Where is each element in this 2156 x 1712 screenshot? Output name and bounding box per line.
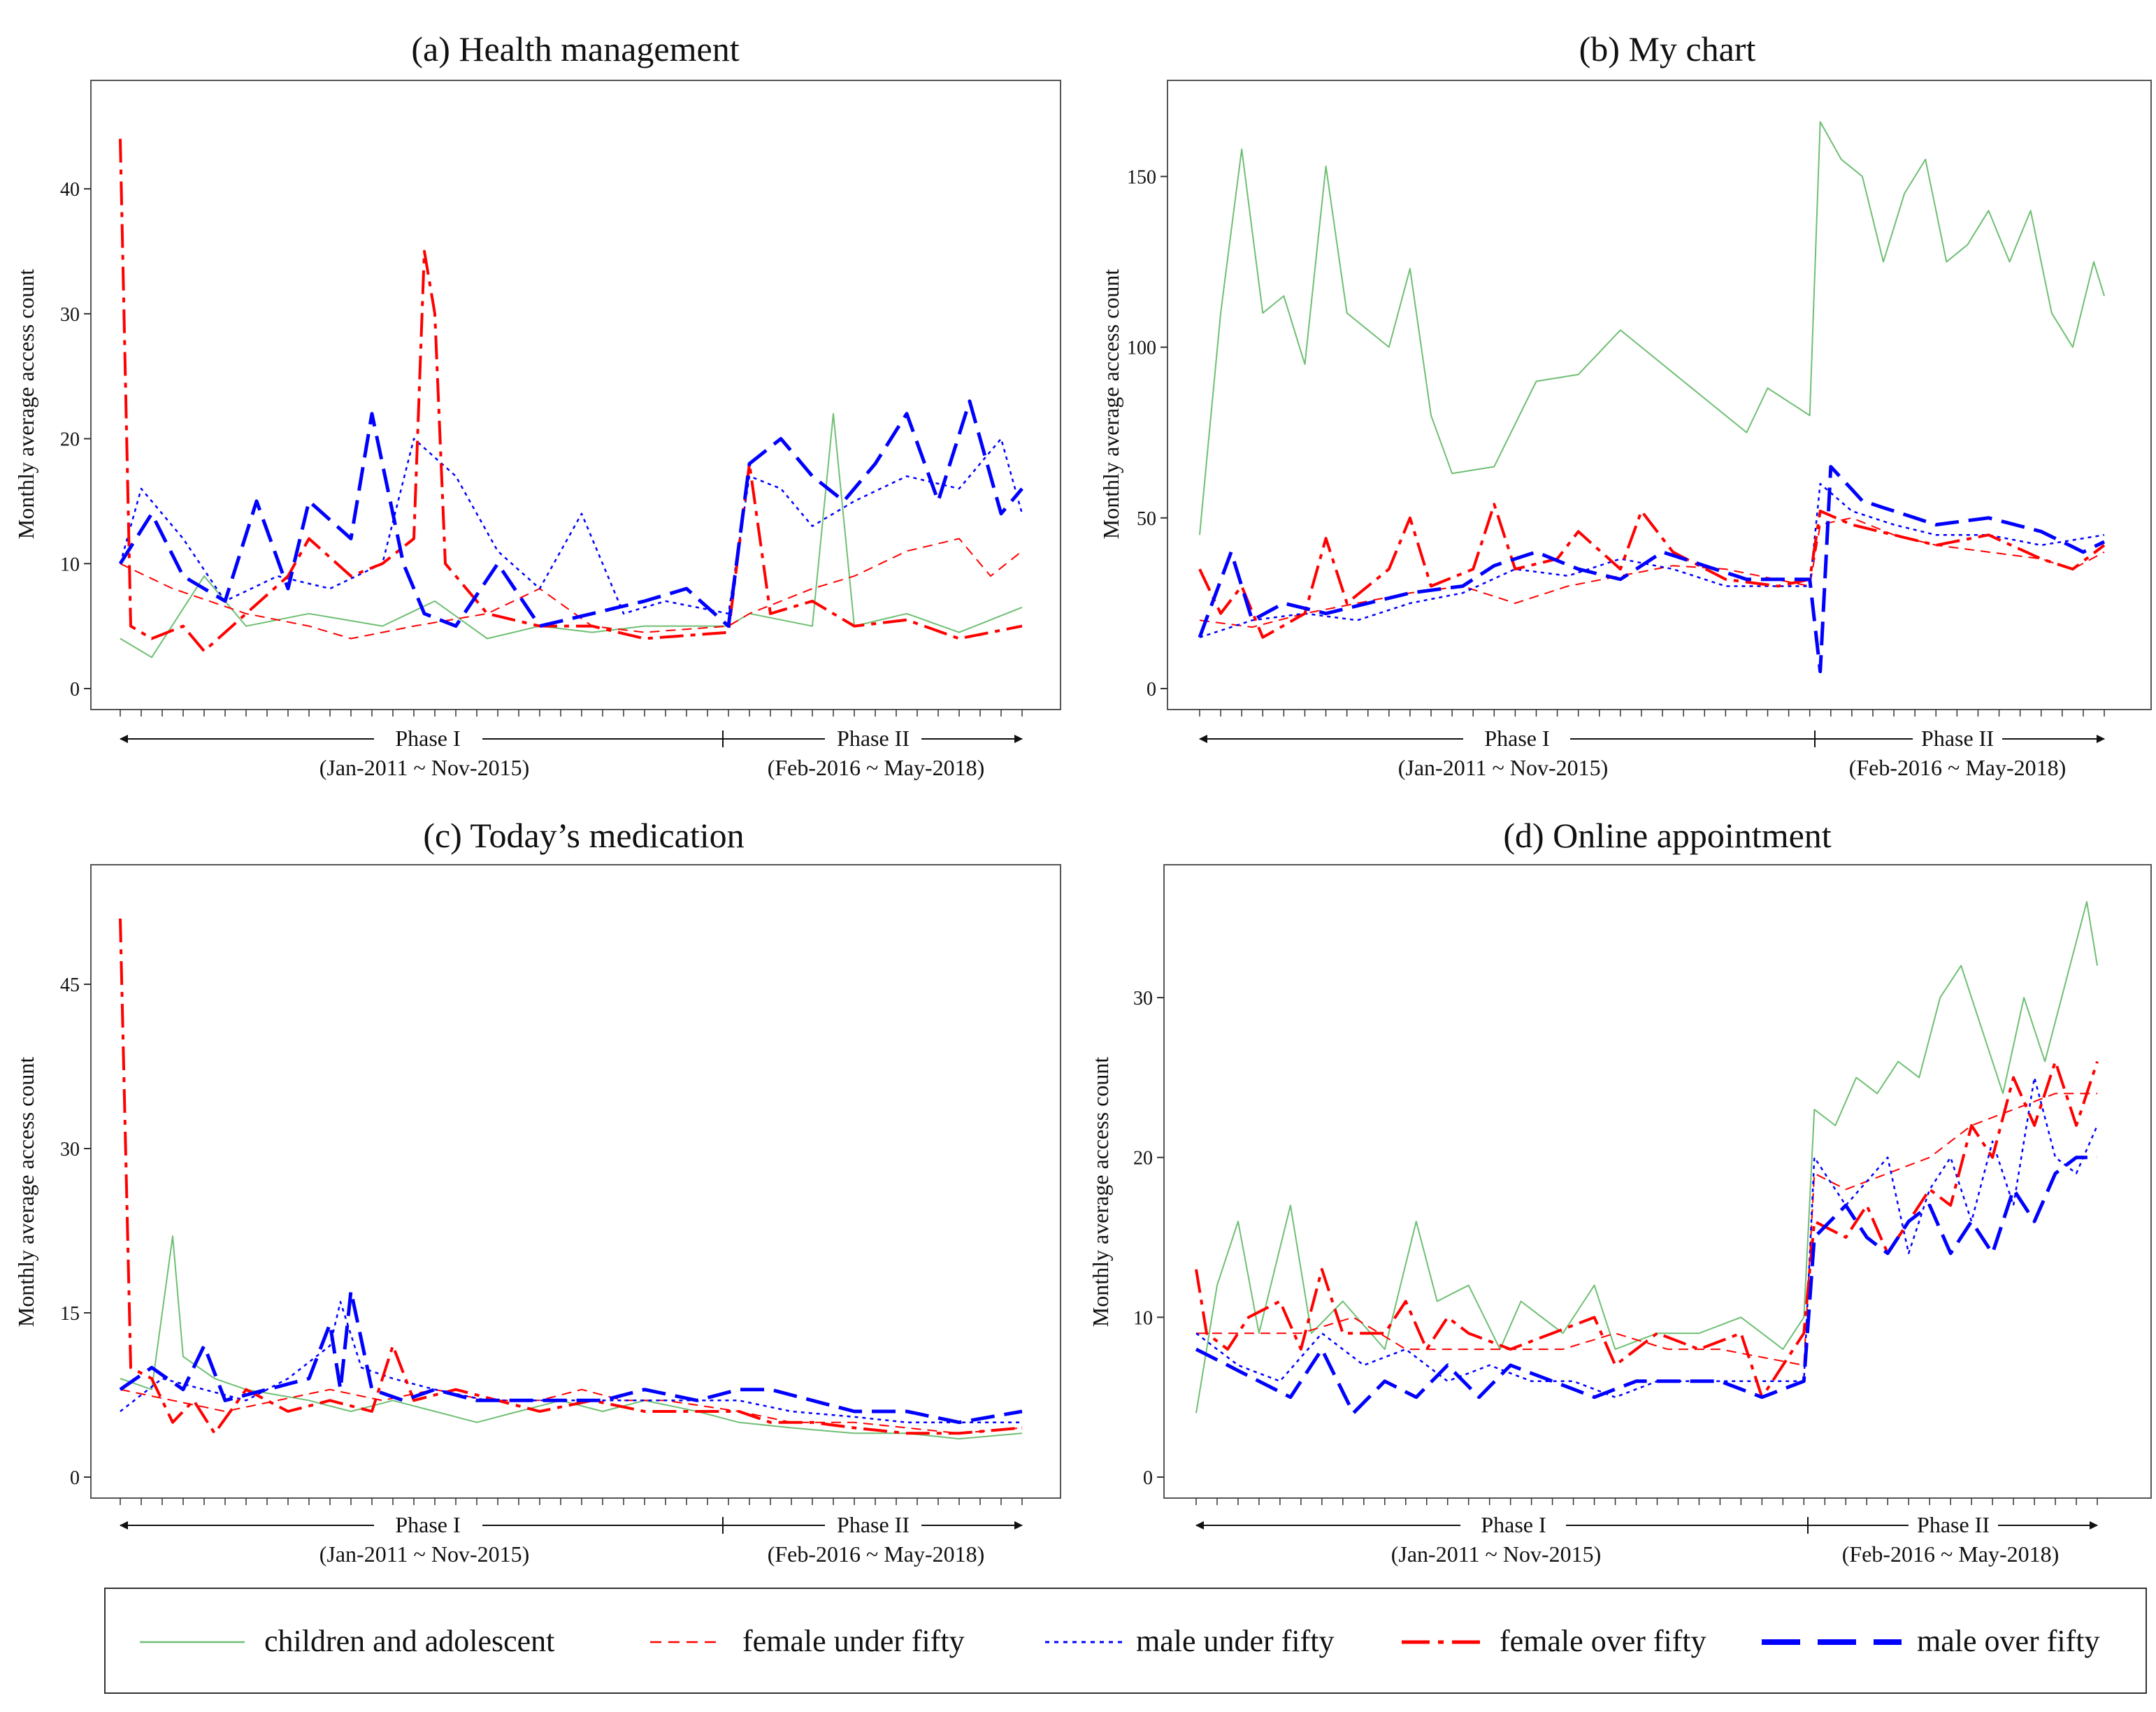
- series-line-children: [1199, 121, 2105, 535]
- y-axis-label: Monthly average access count: [13, 1057, 38, 1328]
- panel-todays-medication: (c) Today’s medication Monthly average a…: [13, 816, 1061, 1567]
- phase1-label: Phase I: [1481, 1512, 1546, 1537]
- plot-frame: [90, 864, 1061, 1499]
- phase-axis: Phase I (Jan-2011 ~ Nov-2015) Phase II (…: [1195, 1512, 2098, 1567]
- panel-title: (d) Online appointment: [1503, 816, 1831, 855]
- legend-label-male-under: male under fifty: [1136, 1624, 1334, 1658]
- series-line-female-over: [1198, 503, 2106, 639]
- series-line-children: [120, 412, 1023, 659]
- phase2-label: Phase II: [837, 726, 910, 751]
- series-line-children: [120, 1235, 1023, 1440]
- phase1-label: Phase I: [1484, 726, 1549, 751]
- phase1-range: (Jan-2011 ~ Nov-2015): [319, 755, 530, 780]
- y-tick-label: 20: [1133, 1148, 1153, 1170]
- series-line-female-under: [1199, 517, 2105, 628]
- phase2-range: (Feb-2016 ~ May-2018): [1842, 1541, 2060, 1567]
- panel-health-management: (a) Health management Monthly average ac…: [13, 29, 1061, 780]
- series-line-male-under: [119, 438, 1023, 615]
- phase2-label: Phase II: [1917, 1512, 1990, 1537]
- plot-frame: [1163, 864, 2152, 1499]
- y-tick-label: 30: [60, 304, 80, 326]
- legend-label-female-over: female over fifty: [1500, 1624, 1706, 1658]
- panel-title: (c) Today’s medication: [423, 816, 744, 855]
- phase2-range: (Feb-2016 ~ May-2018): [768, 1541, 985, 1567]
- phase-axis: Phase I (Jan-2011 ~ Nov-2015) Phase II (…: [120, 1512, 1023, 1567]
- series-line-female-under: [120, 538, 1023, 640]
- phase1-range: (Jan-2011 ~ Nov-2015): [1398, 755, 1609, 780]
- y-tick-label: 30: [60, 1139, 80, 1160]
- series-line-children: [1195, 900, 2098, 1414]
- phase2-label: Phase II: [1921, 726, 1994, 751]
- y-tick-label: 0: [70, 1467, 80, 1489]
- panel-title: (a) Health management: [411, 29, 739, 69]
- y-tick-label: 15: [60, 1303, 80, 1325]
- series-line-male-over: [1195, 1156, 2097, 1415]
- series-line-female-over: [119, 918, 1023, 1435]
- series-line-female-over: [1195, 1060, 2099, 1399]
- y-tick-label: 20: [60, 429, 80, 451]
- legend-label-children: children and adolescent: [264, 1624, 554, 1658]
- phase-axis: Phase I (Jan-2011 ~ Nov-2015) Phase II (…: [120, 726, 1023, 780]
- panel-my-chart: (b) My chart Monthly average access coun…: [1098, 29, 2152, 780]
- legend: children and adolescent female under fif…: [104, 1588, 2147, 1694]
- y-tick-label: 100: [1127, 338, 1156, 359]
- plot-frame: [1167, 80, 2152, 710]
- series-line-male-under: [1199, 482, 2105, 638]
- series-line-male-under: [120, 1301, 1022, 1423]
- legend-frame: [104, 1588, 2147, 1694]
- phase1-label: Phase I: [395, 726, 460, 751]
- y-tick-label: 10: [60, 554, 80, 575]
- y-tick-label: 50: [1137, 508, 1156, 530]
- series-line-female-under: [1196, 1093, 2097, 1366]
- y-axis-label: Monthly average access count: [13, 269, 38, 540]
- y-tick-label: 0: [70, 679, 80, 700]
- y-axis-label: Monthly average access count: [1098, 269, 1123, 540]
- y-axis-label: Monthly average access count: [1088, 1057, 1113, 1328]
- legend-label-female-under: female under fifty: [742, 1624, 965, 1658]
- series-line-male-over: [1198, 465, 2106, 674]
- phase1-range: (Jan-2011 ~ Nov-2015): [319, 1541, 530, 1567]
- phase1-label: Phase I: [395, 1512, 460, 1537]
- legend-label-male-over: male over fifty: [1917, 1624, 2099, 1658]
- series-line-male-over: [118, 399, 1023, 628]
- phase2-range: (Feb-2016 ~ May-2018): [1849, 755, 2067, 780]
- y-tick-label: 45: [60, 974, 80, 996]
- plot-frame: [90, 80, 1061, 710]
- panel-online-appointment: (d) Online appointment Monthly average a…: [1088, 816, 2152, 1567]
- y-tick-label: 30: [1133, 988, 1153, 1009]
- y-tick-label: 0: [1143, 1467, 1153, 1489]
- y-tick-label: 40: [60, 179, 80, 201]
- phase1-range: (Jan-2011 ~ Nov-2015): [1391, 1541, 1602, 1567]
- series-line-female-over: [119, 138, 1023, 653]
- y-tick-label: 150: [1127, 166, 1156, 188]
- phase2-label: Phase II: [837, 1512, 910, 1537]
- panel-title: (b) My chart: [1579, 29, 1756, 69]
- y-tick-label: 10: [1133, 1307, 1153, 1329]
- phase-axis: Phase I (Jan-2011 ~ Nov-2015) Phase II (…: [1199, 726, 2105, 780]
- phase2-range: (Feb-2016 ~ May-2018): [768, 755, 985, 780]
- y-tick-label: 0: [1147, 679, 1156, 700]
